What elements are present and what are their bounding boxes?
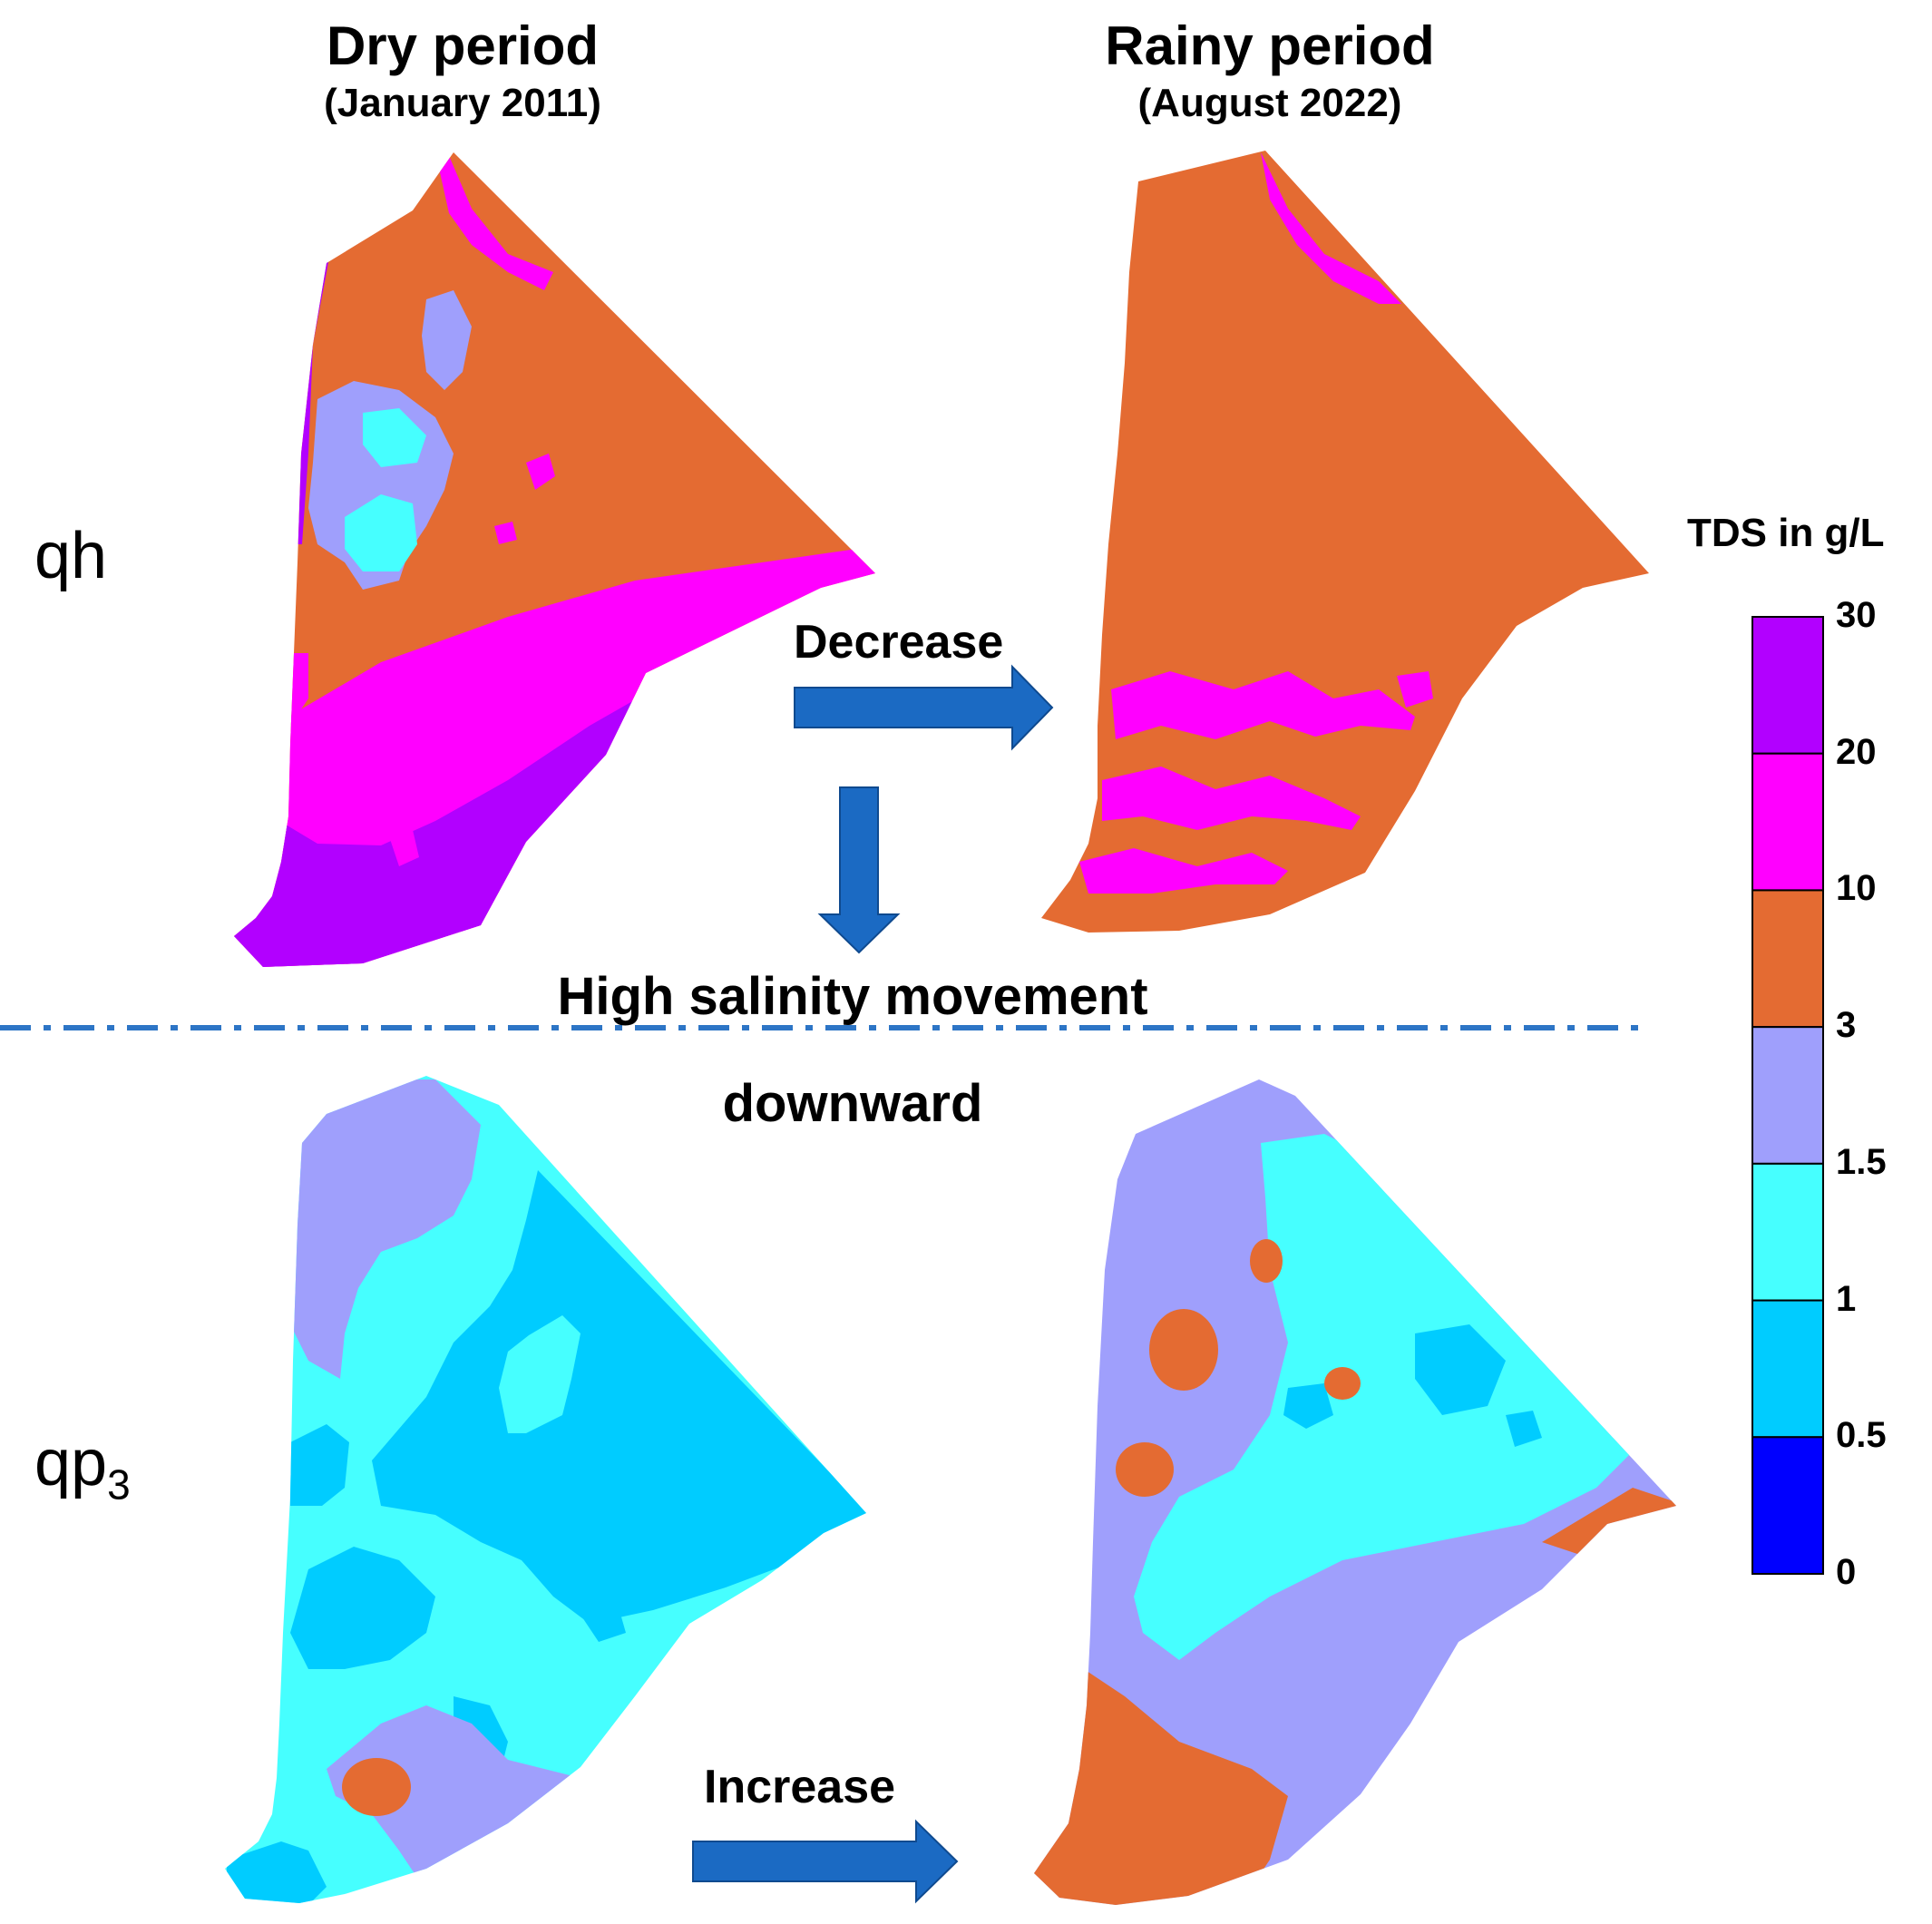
arrow-right-icon-qp3 <box>692 1819 959 1904</box>
layer-label-qp3-subscript: 3 <box>107 1460 131 1509</box>
trend-label-qp3: Increase <box>704 1761 896 1813</box>
legend-swatch-1.5-3 <box>1751 1026 1824 1165</box>
legend-tick-label: 3 <box>1836 1005 1857 1046</box>
rainy-period-date: (August 2022) <box>1137 81 1402 125</box>
dry-period-date: (January 2011) <box>324 81 601 125</box>
map-qh-dry <box>234 152 875 967</box>
map-qp3-rainy <box>1034 1079 1676 1905</box>
legend-tick-label: 30 <box>1836 595 1877 635</box>
legend-title: TDS in g/L <box>1687 511 1885 555</box>
layer-label-qh: qh <box>34 520 108 592</box>
legend-swatch-20-30 <box>1751 616 1824 755</box>
legend-tick-label: 1 <box>1836 1278 1857 1319</box>
legend-tick-label: 20 <box>1836 731 1877 772</box>
legend-tick-label: 0.5 <box>1836 1415 1887 1456</box>
legend-tick-label: 1.5 <box>1836 1141 1887 1182</box>
legend-swatch-0.5-1 <box>1751 1299 1824 1439</box>
dry-period-heading: Dry period <box>326 15 600 76</box>
trend-label-qh: Decrease <box>794 616 1004 669</box>
legend-swatch-3-10 <box>1751 889 1824 1029</box>
layer-label-qp3: qp3 <box>34 1426 131 1509</box>
legend-colorbar <box>1751 616 1824 1576</box>
legend-tick-label: 0 <box>1836 1552 1857 1592</box>
legend-swatch-0-0.5 <box>1751 1436 1824 1576</box>
rainy-period-heading: Rainy period <box>1105 15 1435 76</box>
layer-label-qp3-base: qp <box>34 1427 108 1499</box>
legend-swatch-10-20 <box>1751 752 1824 892</box>
arrow-down-icon <box>817 786 901 954</box>
center-note: High salinity movement downward <box>472 943 1234 1157</box>
map-qh-rainy <box>1041 151 1649 933</box>
rainy-period-title: Rainy period (August 2022) <box>1043 15 1497 129</box>
legend-tick-label: 10 <box>1836 868 1877 909</box>
center-note-line1: High salinity movement <box>557 967 1148 1026</box>
center-note-line2: downward <box>722 1074 983 1133</box>
arrow-right-icon-qh <box>794 664 1054 751</box>
dry-period-title: Dry period (January 2011) <box>245 15 680 129</box>
legend-swatch-1-1.5 <box>1751 1162 1824 1302</box>
